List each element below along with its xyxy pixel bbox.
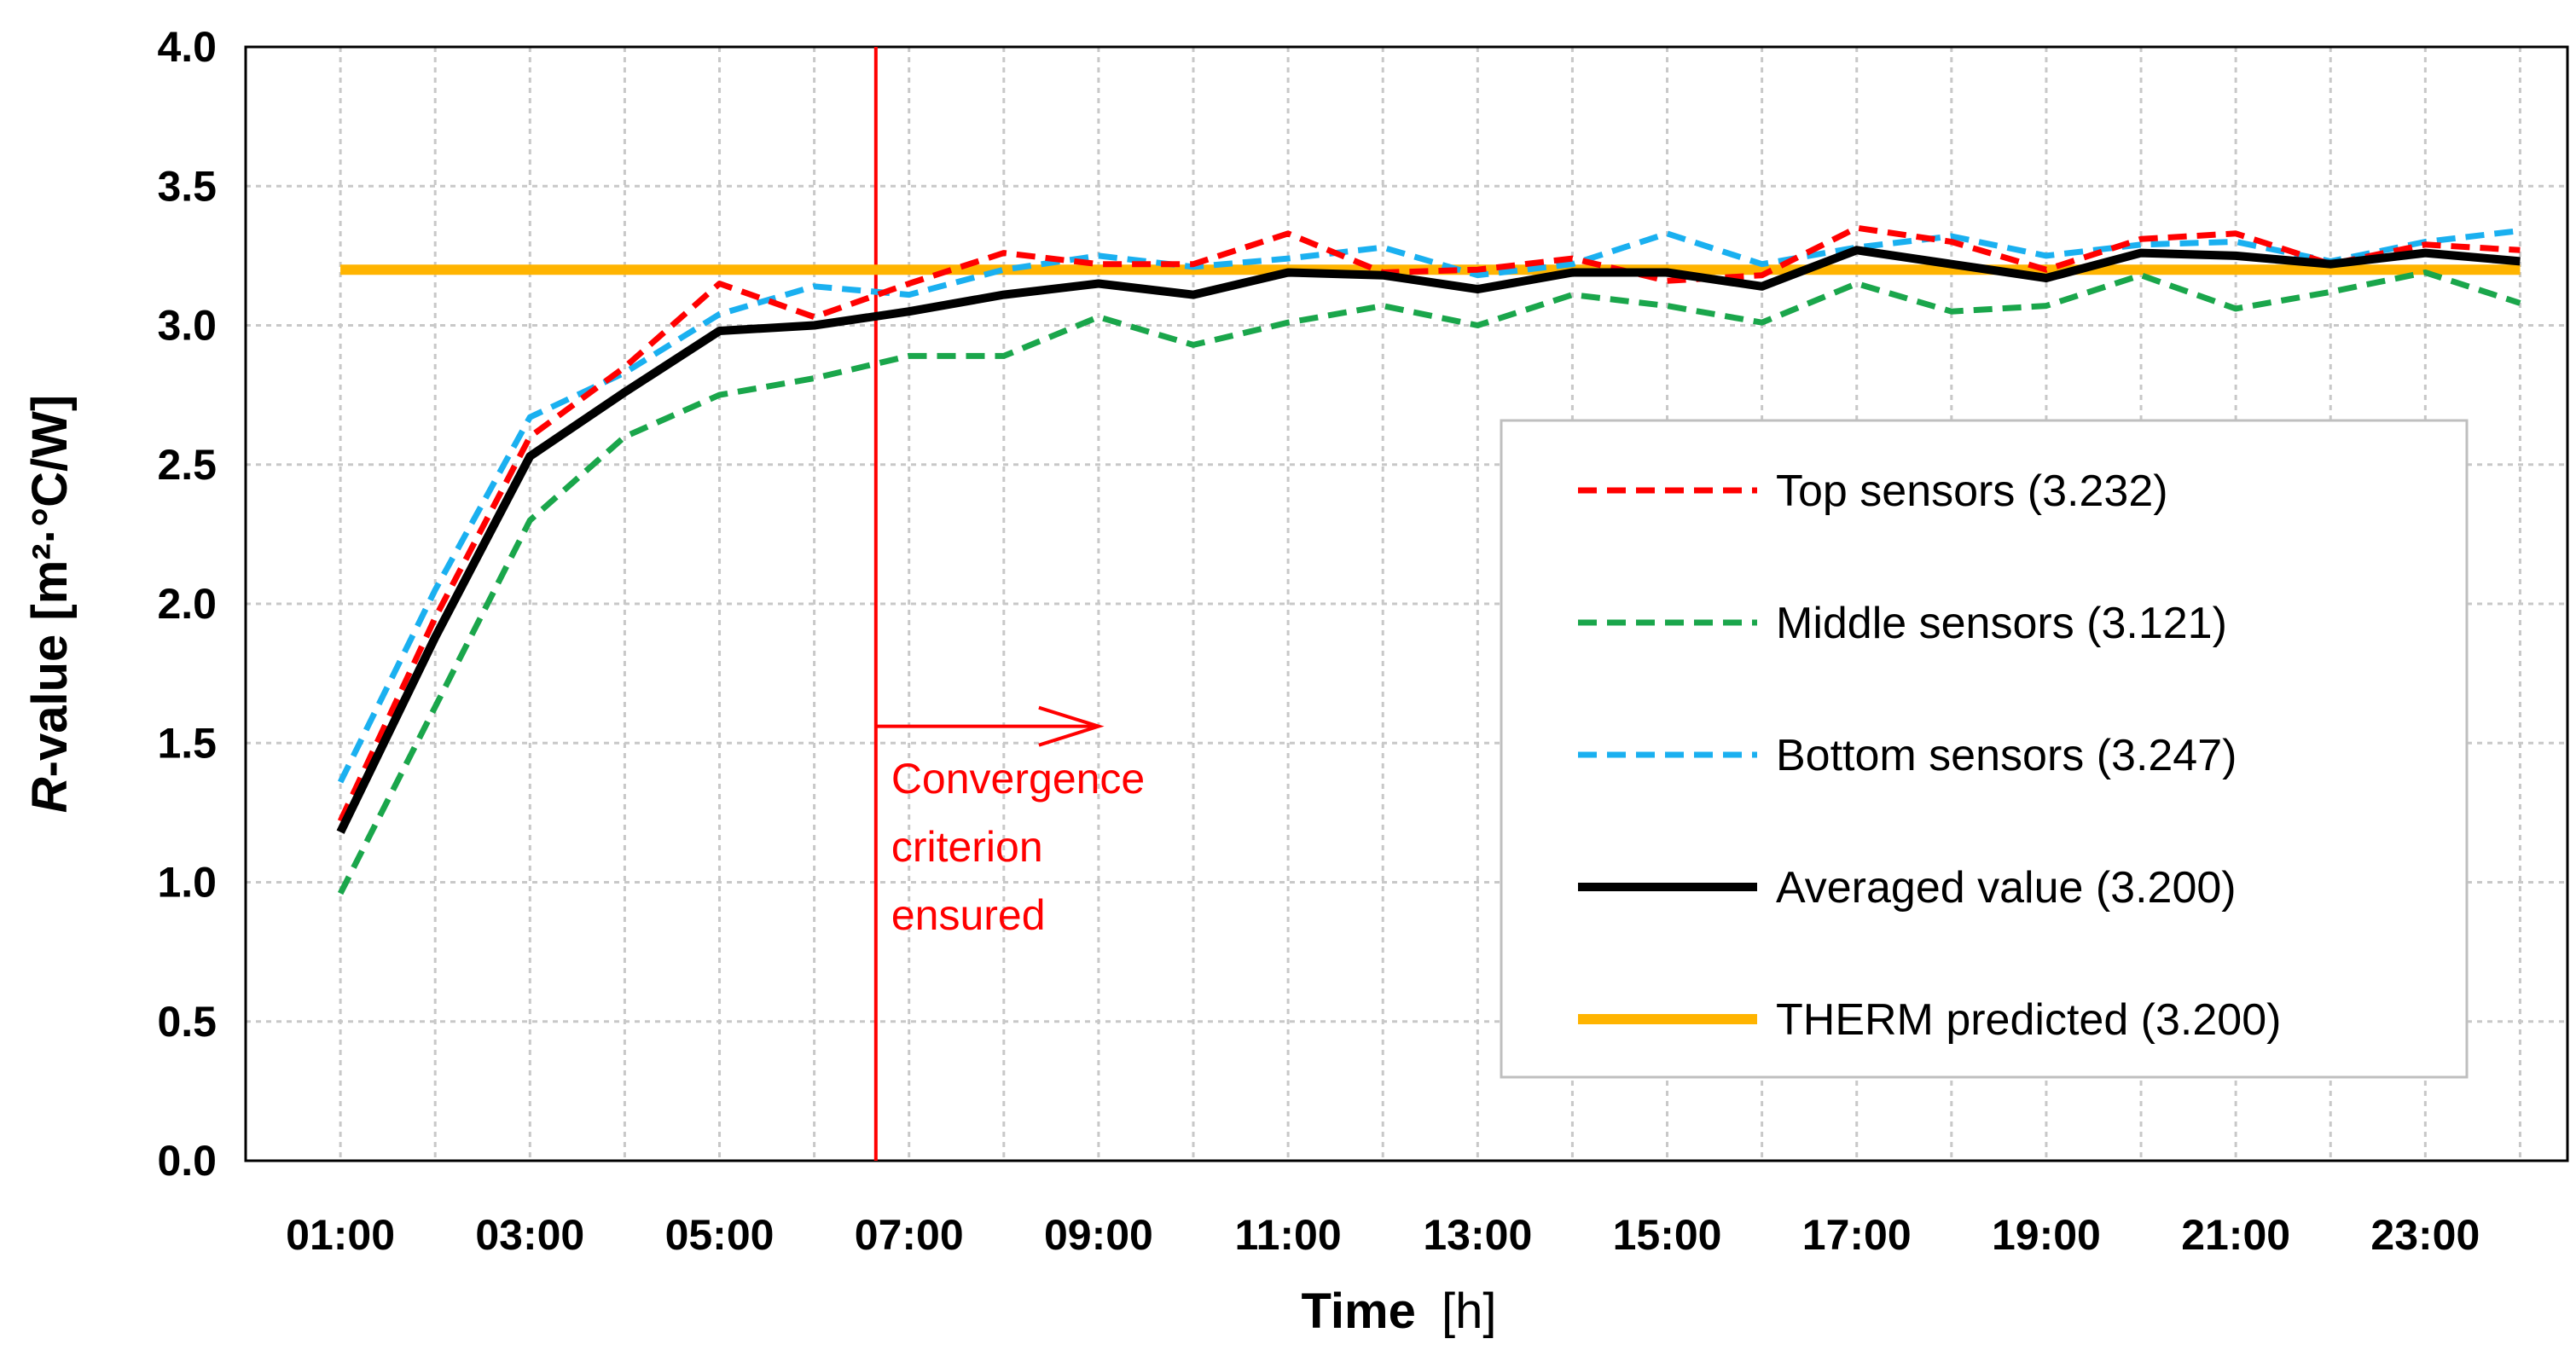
series-top-line — [337, 224, 2521, 823]
x-axis-title-unit: [h] — [1442, 1284, 1497, 1339]
plot-area-border — [244, 45, 2569, 1162]
legend-label-therm: THERM predicted (3.200) — [1776, 995, 2281, 1045]
series-middle-line — [337, 270, 2521, 895]
series-bottom-line — [337, 228, 2521, 784]
y-tick-label: 2.5 — [157, 441, 217, 489]
legend-box — [1500, 419, 2469, 1079]
convergence-label: Convergence — [891, 755, 1145, 803]
convergence-label: criterion — [891, 823, 1043, 871]
legend-label-bottom: Bottom sensors (3.247) — [1776, 731, 2237, 780]
y-tick-label: 3.5 — [157, 162, 217, 210]
y-tick-label: 2.0 — [157, 580, 217, 628]
legend: Top sensors (3.232) Middle sensors (3.121… — [1500, 419, 2469, 1079]
convergence-marker: Convergence criterion ensured — [873, 47, 1145, 1161]
y-axis-title-italic: R — [22, 777, 78, 813]
legend-label-middle: Middle sensors (3.121) — [1776, 599, 2227, 648]
x-tick-labels: 01:00 03:00 05:00 07:00 09:00 11:00 13:00 15:00… — [286, 1211, 2480, 1259]
convergence-label: ensured — [891, 891, 1046, 939]
legend-label-avg: Averaged value (3.200) — [1776, 863, 2237, 913]
y-tick-label: 0.5 — [157, 998, 217, 1046]
y-tick-label: 0.0 — [157, 1137, 217, 1185]
x-tick-label: 21:00 — [2181, 1211, 2290, 1259]
x-tick-label: 05:00 — [665, 1211, 775, 1259]
x-tick-label: 07:00 — [855, 1211, 964, 1259]
x-tick-label: 15:00 — [1613, 1211, 1722, 1259]
x-tick-label: 23:00 — [2370, 1211, 2480, 1259]
legend-label-top: Top sensors (3.232) — [1776, 467, 2168, 516]
x-tick-label: 03:00 — [475, 1211, 584, 1259]
x-tick-label: 19:00 — [1992, 1211, 2101, 1259]
y-axis-title-rest: -value [m²·°C/W] — [22, 395, 78, 778]
x-axis-title: Time [h] — [1302, 1284, 1497, 1339]
x-tick-label: 17:00 — [1802, 1211, 1912, 1259]
x-axis-title-bold: Time — [1302, 1284, 1416, 1339]
x-tick-label: 09:00 — [1044, 1211, 1153, 1259]
y-tick-label: 3.0 — [157, 302, 217, 350]
y-tick-label: 1.0 — [157, 859, 217, 907]
x-tick-label: 01:00 — [286, 1211, 395, 1259]
x-tick-label: 11:00 — [1235, 1211, 1342, 1259]
y-tick-label: 1.5 — [157, 719, 217, 767]
y-tick-label: 4.0 — [157, 23, 217, 71]
y-tick-labels: 0.0 0.5 1.0 1.5 2.0 2.5 3.0 3.5 4.0 — [157, 23, 217, 1185]
y-axis-title: R-value [m²·°C/W] — [22, 395, 78, 813]
x-tick-label: 13:00 — [1423, 1211, 1532, 1259]
series-avg-line — [336, 246, 2521, 834]
data-series — [336, 224, 2521, 895]
convergence-arrow-head — [1038, 705, 1105, 747]
